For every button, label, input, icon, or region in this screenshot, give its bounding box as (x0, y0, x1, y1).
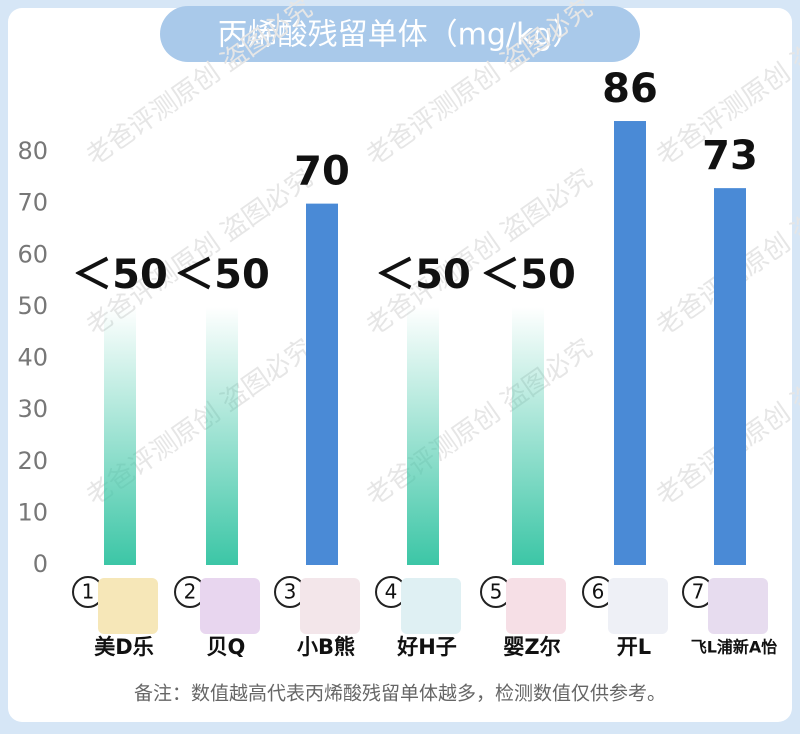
value-label: ＜50 (72, 252, 168, 298)
category-label: 好H子 (396, 635, 457, 659)
value-label: ＜50 (375, 252, 471, 298)
y-tick-label: 30 (17, 395, 48, 423)
value-label: ＜50 (480, 252, 576, 298)
value-label: 73 (702, 133, 758, 179)
panel (8, 8, 792, 722)
y-tick-label: 50 (17, 292, 48, 320)
product-image (401, 578, 461, 634)
y-tick-label: 40 (17, 344, 48, 372)
y-tick-label: 70 (17, 189, 48, 217)
value-label: 70 (294, 149, 350, 195)
index-label: 3 (284, 580, 297, 604)
category-label: 美D乐 (94, 635, 153, 659)
index-label: 1 (82, 580, 95, 604)
product-image (200, 578, 260, 634)
bar (306, 203, 338, 565)
bar (407, 306, 439, 565)
bar (714, 188, 746, 565)
category-label: 小B熊 (297, 635, 355, 659)
index-label: 5 (490, 580, 503, 604)
index-label: 7 (692, 580, 705, 604)
product-image (506, 578, 566, 634)
index-label: 6 (592, 580, 605, 604)
y-tick-label: 60 (17, 240, 48, 268)
product-image (608, 578, 668, 634)
category-label: 贝Q (207, 635, 246, 659)
y-tick-label: 80 (17, 137, 48, 165)
chart-title: 丙烯酸残留单体（mg/kg） (218, 18, 583, 53)
y-tick-label: 10 (17, 498, 48, 526)
y-tick-label: 0 (33, 550, 48, 578)
bar (104, 306, 136, 565)
product-image (708, 578, 768, 634)
value-label: ＜50 (174, 252, 270, 298)
note: 备注：数值越高代表丙烯酸残留单体越多，检测数值仅供参考。 (134, 683, 666, 705)
product-image (98, 578, 158, 634)
bar (206, 306, 238, 565)
category-label: 婴Z尔 (503, 635, 560, 659)
bar (614, 121, 646, 566)
bar (512, 306, 544, 565)
category-label: 飞L浦新A怡 (691, 638, 778, 657)
index-label: 2 (184, 580, 197, 604)
index-label: 4 (385, 580, 398, 604)
product-image (300, 578, 360, 634)
y-tick-label: 20 (17, 447, 48, 475)
category-label: 开L (617, 635, 651, 659)
value-label: 86 (602, 66, 658, 112)
title-banner (160, 6, 640, 62)
